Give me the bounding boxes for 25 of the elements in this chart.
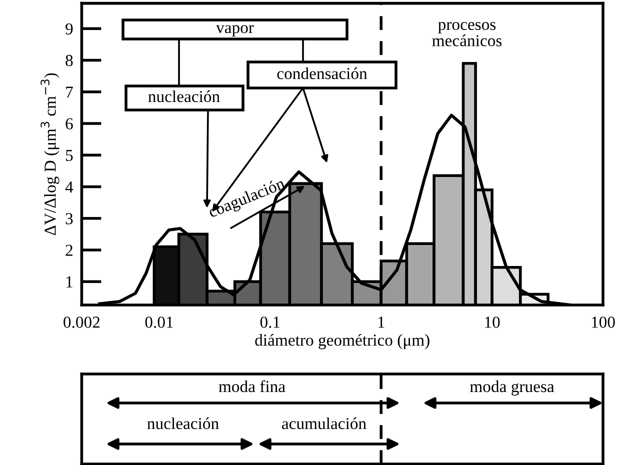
annotation: vapor xyxy=(216,25,254,37)
y-tick-label: 1 xyxy=(66,276,72,288)
annotation: condensación xyxy=(277,67,368,80)
x-axis-title: diámetro geométrico (μm) xyxy=(255,334,430,350)
x-tick-label: 10 xyxy=(485,316,500,328)
y-tick-label: 9 xyxy=(66,23,73,35)
text: moda fina xyxy=(218,380,286,392)
annotation: procesos mecánicos xyxy=(432,22,502,46)
y-tick-label: 7 xyxy=(66,86,73,98)
y-tick-label: 4 xyxy=(65,182,74,193)
x-tick-label: 1 xyxy=(378,316,384,328)
text: acumulación xyxy=(282,417,366,430)
y-tick-label: 3 xyxy=(66,213,73,224)
y-axis-title: ΔV/Δlog D (μm$^{3}$ cm$^{−3}$) xyxy=(40,73,60,236)
y-tick-label: 8 xyxy=(66,54,73,66)
x-tick-label: 0.1 xyxy=(260,316,280,328)
y-tick-label: 6 xyxy=(66,118,73,130)
text: nucleación xyxy=(147,417,219,430)
x-tick-label: 0.01 xyxy=(145,316,173,328)
annotation: nucleación xyxy=(148,90,220,102)
y-tick-label: 5 xyxy=(66,150,73,162)
x-tick-label: 0.002 xyxy=(64,316,100,328)
text: moda gruesa xyxy=(470,380,554,396)
x-tick-label: 100 xyxy=(592,316,615,328)
y-tick-label: 2 xyxy=(66,244,72,256)
